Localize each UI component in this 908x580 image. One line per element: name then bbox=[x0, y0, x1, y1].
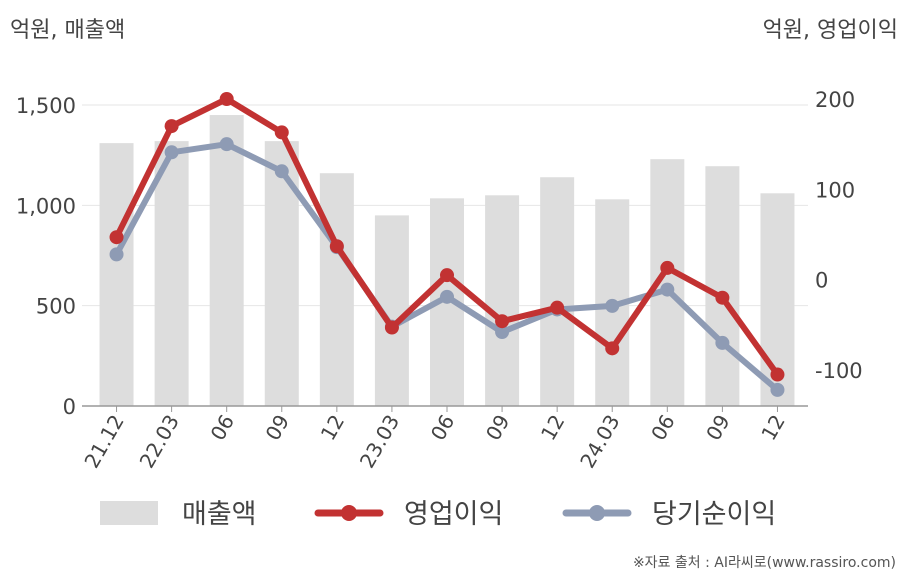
right-tick-label: -100 bbox=[815, 359, 863, 383]
series-point bbox=[219, 137, 234, 152]
series-point bbox=[770, 367, 785, 382]
x-tick-label: 12 bbox=[316, 411, 350, 445]
bar bbox=[264, 141, 299, 406]
x-tick-label: 24.03 bbox=[575, 411, 624, 473]
series-point bbox=[440, 268, 454, 283]
series-point bbox=[770, 382, 785, 397]
x-tick-label: 06 bbox=[206, 411, 240, 445]
bar bbox=[540, 177, 575, 406]
x-tick-label: 22.03 bbox=[135, 411, 184, 473]
series-point bbox=[274, 164, 289, 179]
bar bbox=[485, 195, 520, 406]
line-series bbox=[109, 92, 785, 397]
right-tick-label: 100 bbox=[815, 178, 855, 202]
series-point bbox=[109, 247, 124, 262]
legend-marker bbox=[589, 505, 605, 521]
series-point bbox=[219, 92, 234, 106]
series-point bbox=[329, 239, 344, 254]
x-tick-label: 23.03 bbox=[355, 411, 404, 473]
series-point bbox=[660, 282, 675, 297]
bar bbox=[319, 173, 354, 406]
legend-label: 당기순이익 bbox=[652, 499, 776, 530]
series-point bbox=[495, 314, 510, 329]
series-point bbox=[109, 230, 124, 245]
left-tick-label: 1,000 bbox=[16, 194, 76, 218]
series-point bbox=[605, 298, 620, 313]
x-tick-label: 12 bbox=[536, 411, 570, 445]
x-tick-label: 12 bbox=[756, 411, 790, 445]
legend-marker bbox=[341, 505, 357, 521]
series-point bbox=[274, 125, 289, 140]
legend: 매출액 영업이익 당기순이익 bbox=[100, 499, 776, 530]
series-point bbox=[715, 335, 730, 350]
right-axis-title: 억원, 영업이익 bbox=[762, 18, 898, 43]
series-point bbox=[164, 145, 179, 160]
source-note: ※자료 출처 : AI라씨로(www.rassiro.com) bbox=[632, 555, 896, 571]
x-tick-label: 09 bbox=[261, 411, 295, 445]
bar bbox=[705, 166, 740, 406]
series-point bbox=[660, 260, 675, 275]
bar bbox=[99, 143, 134, 407]
x-tick-label: 21.12 bbox=[79, 411, 128, 473]
series-point bbox=[550, 300, 565, 315]
legend-label: 매출액 bbox=[182, 499, 257, 530]
right-tick-label: 200 bbox=[815, 88, 855, 112]
x-tick-label: 09 bbox=[701, 411, 735, 445]
bar bbox=[154, 141, 189, 406]
series-point bbox=[440, 289, 454, 304]
x-tick-label: 06 bbox=[426, 411, 460, 445]
series-point bbox=[715, 290, 730, 305]
left-tick-label: 1,500 bbox=[16, 94, 76, 118]
bar-series bbox=[99, 115, 795, 407]
legend-label: 영업이익 bbox=[404, 499, 503, 530]
series-point bbox=[495, 325, 510, 340]
right-tick-label: 0 bbox=[815, 269, 828, 293]
series-point bbox=[384, 320, 399, 335]
series-point bbox=[605, 341, 620, 356]
left-axis-title: 억원, 매출액 bbox=[10, 18, 126, 43]
bar bbox=[209, 115, 244, 407]
left-tick-label: 500 bbox=[36, 295, 76, 319]
legend-swatch bbox=[100, 501, 158, 525]
left-tick-label: 0 bbox=[63, 395, 76, 419]
x-tick-label: 09 bbox=[481, 410, 515, 444]
x-tick-label: 06 bbox=[646, 411, 680, 445]
series-point bbox=[164, 119, 179, 134]
